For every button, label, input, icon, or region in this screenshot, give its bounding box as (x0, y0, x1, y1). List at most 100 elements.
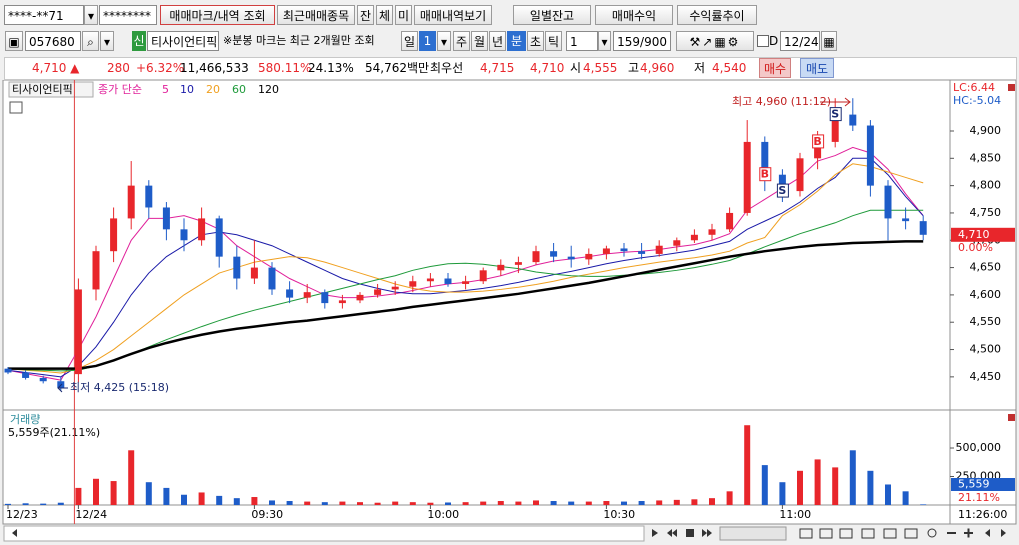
trade-mark-box (759, 167, 772, 182)
period-input[interactable]: 1 (419, 31, 436, 51)
candle-body (92, 251, 100, 290)
moving-average (7, 163, 924, 374)
volume-title: 거래량 (10, 413, 40, 426)
panel-close[interactable] (1008, 414, 1015, 421)
current-volume-box (951, 478, 1015, 491)
candle-body (690, 234, 698, 241)
volume: 11,466,533 (180, 61, 249, 75)
dropdown[interactable]: ▾ (437, 31, 451, 51)
candle-body (902, 218, 910, 222)
password-input[interactable]: ******** (99, 5, 157, 25)
button[interactable]: 매매수익 (595, 5, 673, 25)
scroll-left[interactable] (12, 529, 17, 537)
code-input[interactable]: 057680 (25, 31, 81, 51)
candle-body (497, 264, 505, 271)
volume-bar (709, 498, 715, 505)
chart: 티사이언티픽 종가 단순 거래량 5,559주(21.11%) LC:6.44 … (2, 80, 1017, 525)
candle-body (726, 212, 734, 230)
volume-bar (497, 501, 504, 505)
volume-bar (445, 502, 451, 505)
trade-mark-box (829, 107, 842, 122)
period-button[interactable]: 주 (453, 31, 470, 51)
button[interactable]: 미 (395, 5, 412, 25)
search-button[interactable]: ⌕ (82, 31, 99, 51)
trade-mark: B (761, 168, 769, 181)
candle-body (391, 286, 399, 290)
panel-close[interactable] (1008, 84, 1015, 91)
buy-button[interactable]: 매수 (759, 58, 791, 78)
candle-body (338, 300, 346, 304)
change: 280 (107, 61, 130, 75)
dropdown[interactable]: ▾ (598, 31, 611, 51)
button[interactable]: 매매마크/내역 조회 (160, 5, 275, 25)
volume-bar (163, 487, 170, 505)
open-label: 시 (570, 61, 582, 75)
x-tick-label: 09:30 (251, 508, 283, 521)
button[interactable]: 체 (376, 5, 393, 25)
date-input[interactable]: 12/24 (780, 31, 820, 51)
candle-body (831, 114, 839, 142)
button[interactable]: 수익률추이 (677, 5, 757, 25)
volume-bar (233, 498, 240, 505)
candle-body (233, 256, 241, 279)
current-volume-pct: 21.11% (958, 491, 1000, 504)
x-tick-label: 12/23 (6, 508, 38, 521)
dropdown[interactable]: ▾ (84, 5, 98, 25)
volume-bar (515, 501, 522, 505)
period-button[interactable]: 초 (527, 31, 544, 51)
annotation-arrow (820, 97, 851, 107)
bid: 4,710 (530, 61, 565, 75)
period-button[interactable]: 월 (471, 31, 488, 51)
trade-mark: B (813, 135, 821, 148)
period-button[interactable]: 년 (489, 31, 506, 51)
count: 159/900 (613, 31, 671, 51)
volume-bar (321, 502, 328, 505)
sell-button[interactable]: 매도 (800, 58, 834, 78)
checkbox[interactable] (757, 35, 769, 47)
candle-body (286, 289, 294, 298)
candle-body (708, 229, 716, 235)
candle-body (479, 270, 487, 282)
candle-body (638, 251, 646, 254)
grid-icon[interactable] (9, 101, 23, 114)
volume-bar (304, 501, 311, 505)
button[interactable]: 최근매매종목 (277, 5, 355, 25)
button[interactable]: 잔 (357, 5, 374, 25)
tool-icons[interactable]: ⚒↗▦⚙ (676, 31, 754, 51)
period-button[interactable]: 분 (507, 31, 526, 51)
price: 4,710 ▲ (32, 61, 80, 75)
account-input[interactable]: ****-**71 (4, 5, 84, 25)
scroll-track[interactable] (3, 525, 645, 542)
moving-average (8, 240, 924, 370)
zoom-slider[interactable] (719, 526, 787, 541)
candle-body (162, 207, 170, 230)
calendar-button[interactable]: ▦ (821, 31, 837, 51)
button[interactable]: 매매내역보기 (414, 5, 492, 25)
volume-bar (40, 503, 47, 505)
button[interactable]: 일별잔고 (513, 5, 591, 25)
y-tick-label: 4,550 (970, 315, 1002, 328)
candle-body (374, 289, 382, 295)
interval-input[interactable]: 1 (566, 31, 598, 51)
volume-bar (832, 467, 839, 505)
zoom-buttons[interactable] (799, 528, 1006, 539)
period-button[interactable]: 틱 (545, 31, 562, 51)
legend-entry: 5 (162, 83, 169, 96)
dropdown[interactable]: ▾ (100, 31, 114, 51)
candle-body (74, 289, 82, 375)
nav-buttons[interactable] (652, 529, 712, 537)
legend-title: 종가 단순 (98, 83, 142, 96)
candle-body (145, 185, 153, 208)
icon-button[interactable]: ▣ (5, 31, 23, 51)
candle-body (462, 281, 470, 284)
candle-body (409, 281, 417, 287)
volume-bar (638, 501, 645, 505)
current-change: 0.00% (958, 241, 993, 254)
volume-bar (867, 470, 874, 505)
candle-body (39, 377, 47, 382)
volume-bar (22, 503, 29, 505)
period-button[interactable]: 일 (401, 31, 418, 51)
change-pct: +6.32% (136, 61, 185, 75)
volume-bar (251, 497, 258, 505)
